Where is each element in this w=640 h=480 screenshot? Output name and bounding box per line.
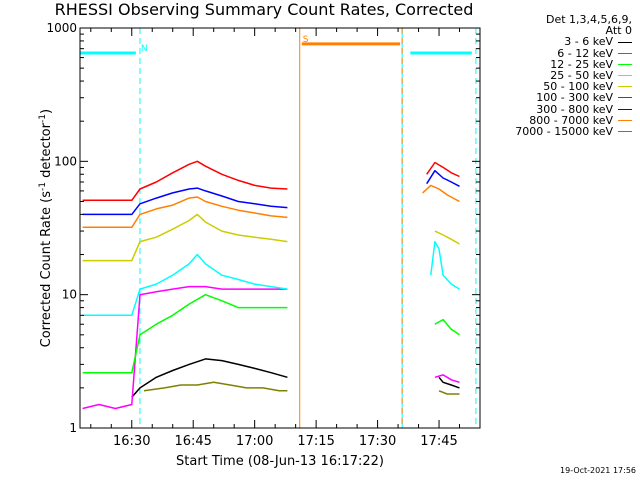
- legend-entry: 6 - 12 keV: [515, 46, 632, 60]
- legend-entry: 12 - 25 keV: [515, 59, 632, 70]
- series-layer: [82, 160, 460, 410]
- chart-title: RHESSI Observing Summary Count Rates, Co…: [54, 0, 474, 19]
- x-tick-label: 16:45: [174, 434, 211, 449]
- y-axis-label-sup: -1: [37, 114, 48, 124]
- series-6-12kev: [434, 374, 460, 384]
- legend-swatch: [618, 131, 632, 132]
- legend-entry-label: 6 - 12 keV: [557, 46, 613, 60]
- legend-entry: 25 - 50 keV: [515, 70, 632, 81]
- series-300-800kev: [82, 187, 288, 216]
- series-12-25kev: [434, 318, 460, 336]
- y-tick-label: 10: [62, 288, 77, 302]
- series-25-50kev: [82, 253, 288, 317]
- legend-entry: 50 - 100 keV: [515, 81, 632, 92]
- legend-entry: 3 - 6 keV: [515, 35, 632, 49]
- series-100-300kev: [426, 161, 460, 178]
- flag-s-label: S: [303, 35, 309, 45]
- legend-swatch: [618, 41, 632, 43]
- legend-header-line: Det 1,3,4,5,6,9,: [545, 13, 632, 26]
- legend-entry-label: 100 - 300 keV: [536, 91, 613, 105]
- footer-timestamp: 19-Oct-2021 17:56: [560, 466, 636, 475]
- y-axis-label-part: detector: [39, 123, 55, 183]
- legend-swatch: [618, 63, 632, 65]
- series-12-25kev: [82, 293, 288, 374]
- plot-frame: [79, 27, 481, 429]
- x-axis-label: Start Time (08-Jun-13 16:17:22): [176, 454, 384, 469]
- flags-layer: NS: [79, 28, 477, 428]
- series-100-300kev: [82, 160, 288, 202]
- series-800-7000kev: [422, 184, 460, 203]
- series-7000-15000kev: [143, 381, 288, 392]
- legend-entry: 800 - 7000 keV: [515, 115, 632, 126]
- legend-swatch: [618, 75, 632, 77]
- series-6-12kev: [82, 285, 288, 410]
- legend-entry-label: 50 - 100 keV: [543, 80, 613, 94]
- y-tick-label: 1: [69, 421, 77, 435]
- x-tick-label: 16:30: [113, 434, 150, 449]
- series-300-800kev: [426, 169, 460, 187]
- x-tick-label: 17:45: [420, 434, 457, 449]
- legend-header-line: Att 0: [605, 24, 632, 38]
- y-axis-label: Corrected Count Rate (s-1 detector-1): [38, 78, 54, 378]
- x-tick-label: 17:15: [297, 434, 334, 449]
- legend-entry: 300 - 800 keV: [515, 102, 632, 116]
- legend-entry-label: 12 - 25 keV: [550, 57, 613, 71]
- flag-n-label: N: [141, 44, 148, 54]
- legend-entry: 7000 - 15000 keV: [515, 126, 632, 137]
- series-7000-15000kev: [438, 390, 460, 395]
- legend-swatch: [618, 86, 632, 88]
- y-axis-label-part: Corrected Count Rate (s: [39, 191, 55, 348]
- x-tick-label: 17:00: [236, 434, 273, 449]
- y-tick-label: 100: [54, 154, 77, 168]
- legend-swatch: [618, 52, 632, 54]
- legend-entry: 100 - 300 keV: [515, 91, 632, 105]
- legend-entry-label: 7000 - 15000 keV: [515, 124, 613, 138]
- series-3-6kev: [438, 376, 460, 389]
- tick-layer: 16:30 16:45 17:00 17:15 17:30 17:45 1 10 100 1000: [46, 21, 480, 449]
- legend-swatch: [618, 97, 632, 99]
- y-axis-label-part: ): [39, 108, 55, 115]
- series-25-50kev: [430, 240, 460, 290]
- legend-entry-label: 800 - 7000 keV: [529, 113, 613, 127]
- legend: Det 1,3,4,5,6,9, Att 0 3 - 6 keV 6 - 12 k…: [515, 14, 632, 137]
- series-50-100kev: [434, 230, 460, 245]
- legend-entry-label: 3 - 6 keV: [564, 35, 613, 49]
- series-3-6kev: [131, 358, 288, 398]
- series-800-7000kev: [82, 196, 288, 229]
- y-tick-label: 1000: [46, 21, 77, 35]
- legend-swatch: [618, 108, 632, 110]
- legend-swatch: [618, 119, 632, 121]
- legend-entry-label: 25 - 50 keV: [550, 68, 613, 82]
- x-tick-label: 17:30: [359, 434, 396, 449]
- legend-entry-label: 300 - 800 keV: [536, 102, 613, 116]
- y-axis-label-sup: -1: [37, 182, 48, 192]
- series-50-100kev: [82, 213, 288, 262]
